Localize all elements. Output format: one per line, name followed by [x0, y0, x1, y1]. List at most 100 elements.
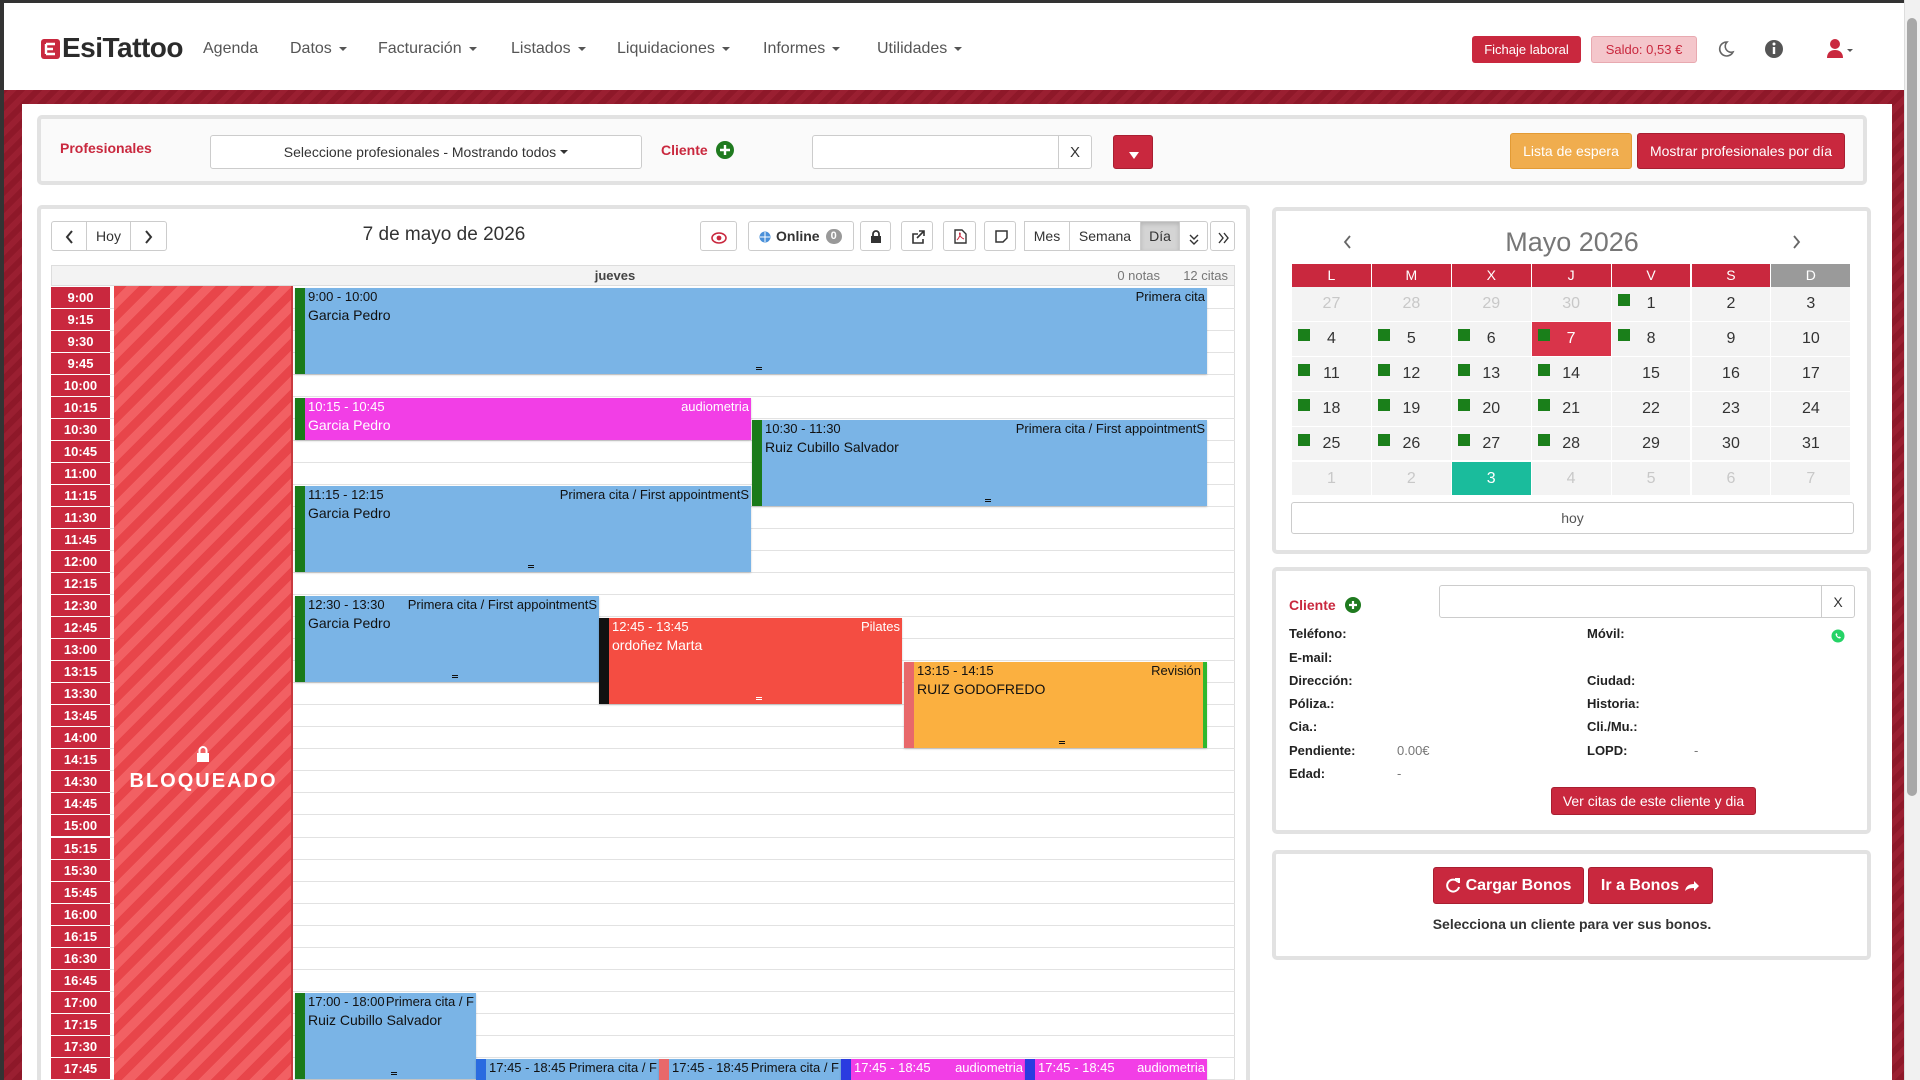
- user-menu-part: [1827, 39, 1853, 58]
- calendar-next[interactable]: [1792, 235, 1801, 249]
- nav-menu-item[interactable]: Liquidaciones: [617, 38, 730, 60]
- appointment[interactable]: 17:45 - 18:45 Primera cita / F: [659, 1058, 841, 1080]
- share-button[interactable]: [901, 221, 933, 251]
- calendar-prev[interactable]: [1343, 235, 1352, 249]
- dark-mode-toggle[interactable]: [1716, 40, 1736, 60]
- calendar-day[interactable]: 21: [1531, 391, 1611, 426]
- filter-toggle-button[interactable]: [1113, 135, 1153, 169]
- calendar-day[interactable]: 18: [1292, 391, 1371, 426]
- calendar-day[interactable]: 12: [1371, 356, 1451, 391]
- client-appointments-button[interactable]: Ver citas de este cliente y dia: [1551, 787, 1756, 815]
- calendar-day[interactable]: 1: [1611, 287, 1691, 321]
- calendar-day[interactable]: 3: [1451, 461, 1531, 496]
- saldo-badge[interactable]: Saldo: 0,53 €: [1591, 36, 1697, 63]
- appointment[interactable]: 17:45 - 18:45 Primera cita / F: [476, 1058, 659, 1080]
- calendar-day[interactable]: 13: [1451, 356, 1531, 391]
- appointment[interactable]: 9:00 - 10:00 Primera cita Garcia Pedro: [295, 287, 1207, 374]
- waiting-list-button[interactable]: Lista de espera: [1510, 133, 1632, 169]
- show-by-day-button[interactable]: Mostrar profesionales por día: [1637, 133, 1845, 169]
- calendar-day[interactable]: 7: [1771, 461, 1851, 496]
- online-button[interactable]: Online 0: [748, 221, 854, 251]
- appointment[interactable]: 11:15 - 12:15 Primera cita / First appoin…: [295, 485, 751, 573]
- calendar-day[interactable]: 9: [1691, 321, 1771, 356]
- calendar-day[interactable]: 25: [1292, 426, 1371, 461]
- calendar-day[interactable]: 2: [1371, 461, 1451, 496]
- appointment[interactable]: 12:30 - 13:30 Primera cita / First appoin…: [295, 596, 599, 683]
- appointment[interactable]: 17:00 - 18:00 Primera cita / F Ruiz Cubill…: [295, 992, 476, 1079]
- next-day-button[interactable]: [130, 221, 167, 251]
- calendar-day[interactable]: 27: [1451, 426, 1531, 461]
- calendar-day[interactable]: 4: [1292, 321, 1371, 356]
- pdf-button[interactable]: [943, 221, 976, 251]
- view-button[interactable]: Mes: [1024, 221, 1070, 251]
- today-button[interactable]: Hoy: [86, 221, 131, 251]
- prev-day-button[interactable]: [51, 221, 87, 251]
- calendar-day[interactable]: 4: [1531, 461, 1611, 496]
- client-panel-clear[interactable]: X: [1821, 585, 1855, 618]
- nav-menu-item[interactable]: Agenda: [203, 40, 259, 57]
- nav-menu-item[interactable]: Facturación: [378, 38, 477, 60]
- calendar-day[interactable]: 29: [1451, 287, 1531, 321]
- professionals-select[interactable]: Seleccione profesionales - Mostrando tod…: [210, 135, 642, 169]
- calendar-day[interactable]: 22: [1611, 391, 1691, 426]
- appointment[interactable]: 10:15 - 10:45 audiometria Garcia Pedro: [295, 397, 751, 440]
- calendar-day[interactable]: 6: [1691, 461, 1771, 496]
- appointment[interactable]: 12:45 - 13:45 Pilates ordoñez Marta: [599, 618, 902, 705]
- nav-menu-item[interactable]: Listados: [511, 38, 586, 60]
- calendar-day[interactable]: 19: [1371, 391, 1451, 426]
- forward-button[interactable]: [1210, 221, 1235, 251]
- note-button[interactable]: [984, 221, 1016, 251]
- appointment[interactable]: 17:45 - 18:45 audiometria: [1025, 1058, 1207, 1080]
- add-client-button[interactable]: [716, 141, 734, 159]
- calendar-day[interactable]: 5: [1611, 461, 1691, 496]
- calendar-day[interactable]: 5: [1371, 321, 1451, 356]
- calendar-day[interactable]: 7: [1531, 321, 1611, 356]
- visibility-button[interactable]: [700, 221, 737, 251]
- calendar-day[interactable]: 2: [1691, 287, 1771, 321]
- user-menu[interactable]: [1826, 38, 1854, 60]
- nav-menu-item[interactable]: Utilidades: [877, 38, 963, 60]
- calendar-day[interactable]: 1: [1292, 461, 1371, 496]
- appointment[interactable]: 17:45 - 18:45 audiometria: [841, 1058, 1025, 1080]
- nav-menu-item[interactable]: Informes: [763, 38, 841, 60]
- view-button[interactable]: Día: [1140, 221, 1180, 251]
- calendar-day[interactable]: 23: [1691, 391, 1771, 426]
- nav-menu-item[interactable]: Datos: [290, 38, 347, 60]
- calendar-day[interactable]: 27: [1292, 287, 1371, 321]
- eye-icon-part: [711, 232, 727, 244]
- calendar-day[interactable]: 29: [1611, 426, 1691, 461]
- go-bonos-button[interactable]: Ir a Bonos: [1588, 867, 1713, 904]
- calendar-day[interactable]: 17: [1771, 356, 1851, 391]
- appointment-time: 11:15 - 12:15: [308, 486, 384, 502]
- calendar-day[interactable]: 6: [1451, 321, 1531, 356]
- calendar-day[interactable]: 10: [1771, 321, 1851, 356]
- calendar-day[interactable]: 28: [1531, 426, 1611, 461]
- calendar-day[interactable]: 20: [1451, 391, 1531, 426]
- appointment-marker: [1298, 433, 1310, 446]
- client-add-button[interactable]: [1345, 597, 1361, 613]
- info-button[interactable]: [1764, 39, 1784, 59]
- load-bonos-button[interactable]: Cargar Bonos: [1433, 867, 1584, 904]
- lock-button[interactable]: [860, 221, 891, 251]
- client-panel-input[interactable]: [1439, 585, 1822, 618]
- calendar-today-button[interactable]: hoy: [1291, 502, 1854, 534]
- calendar-day[interactable]: 24: [1771, 391, 1851, 426]
- appointment[interactable]: 10:30 - 11:30 Primera cita / First appoin…: [752, 419, 1207, 506]
- appointment[interactable]: 13:15 - 14:15 Revisión RUIZ GODOFREDO: [904, 662, 1207, 749]
- calendar-day[interactable]: 11: [1292, 356, 1371, 391]
- calendar-day[interactable]: 3: [1771, 287, 1851, 321]
- calendar-day[interactable]: 28: [1371, 287, 1451, 321]
- client-clear-button[interactable]: X: [1058, 135, 1092, 169]
- calendar-day[interactable]: 30: [1531, 287, 1611, 321]
- calendar-day[interactable]: 26: [1371, 426, 1451, 461]
- calendar-day[interactable]: 8: [1611, 321, 1691, 356]
- calendar-day[interactable]: 14: [1531, 356, 1611, 391]
- fichaje-button[interactable]: Fichaje laboral: [1472, 36, 1581, 63]
- client-search-input[interactable]: [812, 135, 1059, 169]
- calendar-day[interactable]: 16: [1691, 356, 1771, 391]
- view-button[interactable]: Semana: [1069, 221, 1141, 251]
- calendar-day[interactable]: 31: [1771, 426, 1851, 461]
- more-views-button[interactable]: [1179, 221, 1208, 251]
- calendar-day[interactable]: 30: [1691, 426, 1771, 461]
- calendar-day[interactable]: 15: [1611, 356, 1691, 391]
